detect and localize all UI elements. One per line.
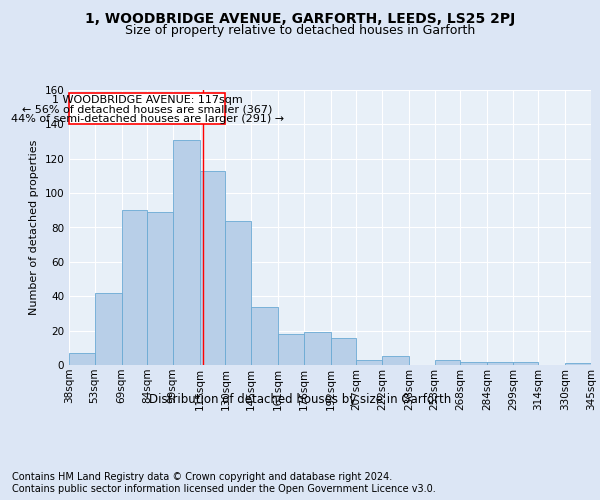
- Text: 1, WOODBRIDGE AVENUE, GARFORTH, LEEDS, LS25 2PJ: 1, WOODBRIDGE AVENUE, GARFORTH, LEEDS, L…: [85, 12, 515, 26]
- Text: Contains HM Land Registry data © Crown copyright and database right 2024.: Contains HM Land Registry data © Crown c…: [12, 472, 392, 482]
- Bar: [251, 306, 278, 365]
- Bar: [460, 362, 487, 365]
- Bar: [147, 212, 173, 365]
- Bar: [304, 332, 331, 365]
- Bar: [278, 334, 304, 365]
- Bar: [513, 362, 538, 365]
- Bar: [95, 293, 122, 365]
- Text: Distribution of detached houses by size in Garforth: Distribution of detached houses by size …: [149, 392, 451, 406]
- Bar: [226, 220, 251, 365]
- Text: Size of property relative to detached houses in Garforth: Size of property relative to detached ho…: [125, 24, 475, 37]
- Text: ← 56% of detached houses are smaller (367): ← 56% of detached houses are smaller (36…: [22, 104, 272, 115]
- Bar: [122, 210, 147, 365]
- Bar: [173, 140, 200, 365]
- Bar: [200, 171, 226, 365]
- Bar: [69, 92, 226, 124]
- Text: 44% of semi-detached houses are larger (291) →: 44% of semi-detached houses are larger (…: [11, 114, 284, 124]
- Bar: [69, 353, 95, 365]
- Bar: [565, 364, 591, 365]
- Bar: [434, 360, 460, 365]
- Bar: [487, 362, 513, 365]
- Text: Contains public sector information licensed under the Open Government Licence v3: Contains public sector information licen…: [12, 484, 436, 494]
- Bar: [382, 356, 409, 365]
- Y-axis label: Number of detached properties: Number of detached properties: [29, 140, 39, 315]
- Bar: [331, 338, 356, 365]
- Text: 1 WOODBRIDGE AVENUE: 117sqm: 1 WOODBRIDGE AVENUE: 117sqm: [52, 95, 242, 105]
- Bar: [356, 360, 382, 365]
